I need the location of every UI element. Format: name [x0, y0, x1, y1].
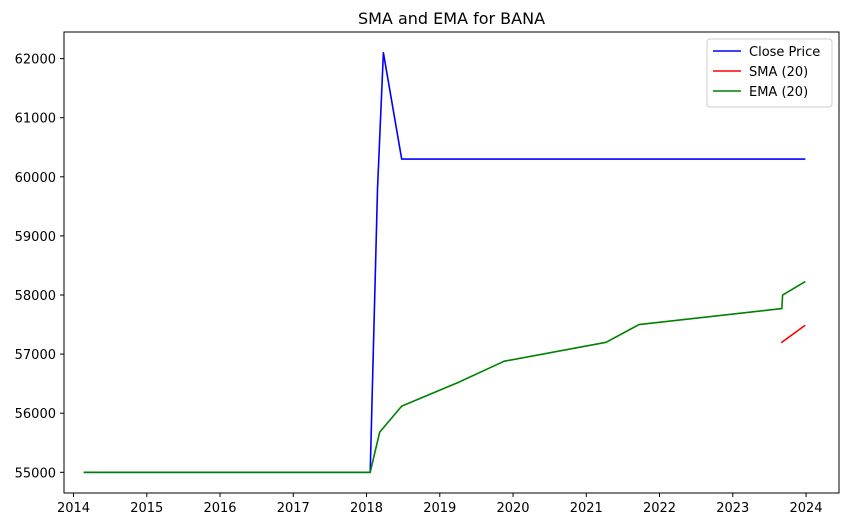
x-tick-label: 2014: [57, 501, 90, 516]
series-line-sma-20: [780, 324, 806, 344]
y-axis: 55000 56000 57000 58000 59000 60000 61000 62000: [15, 53, 64, 481]
y-tick-label: 61000: [15, 112, 56, 127]
legend-label: Close Price: [749, 45, 820, 60]
y-tick-label: 55000: [15, 466, 56, 481]
legend-box: [706, 38, 833, 108]
y-tick-label: 56000: [15, 407, 56, 422]
series-lines: [83, 51, 806, 474]
legend-label: EMA (20): [749, 85, 808, 100]
x-tick-label: 2019: [423, 501, 456, 516]
y-tick-label: 59000: [15, 230, 56, 245]
chart-title: SMA and EMA for BANA: [358, 9, 545, 28]
x-axis: 2014 2015 2016 2017 2018 2019 2020 2021 2022 2023…: [57, 493, 823, 516]
x-tick-label: 2024: [789, 501, 822, 516]
y-tick-label: 60000: [15, 171, 56, 186]
x-tick-label: 2016: [203, 501, 236, 516]
plot-frame: [63, 31, 840, 494]
x-tick-label: 2023: [716, 501, 749, 516]
x-tick-label: 2017: [277, 501, 310, 516]
x-tick-label: 2022: [643, 501, 676, 516]
plot-area: [64, 32, 839, 493]
x-tick-label: 2018: [350, 501, 383, 516]
x-tick-label: 2021: [570, 501, 603, 516]
y-tick-label: 58000: [15, 289, 56, 304]
y-tick-label: 57000: [15, 348, 56, 363]
x-tick-label: 2020: [496, 501, 529, 516]
x-tick-label: 2015: [130, 501, 163, 516]
y-tick-label: 62000: [15, 53, 56, 68]
series-line-ema-20: [83, 280, 806, 474]
legend-label: SMA (20): [749, 65, 808, 80]
legend: Close Price SMA (20) EMA (20): [706, 38, 833, 108]
